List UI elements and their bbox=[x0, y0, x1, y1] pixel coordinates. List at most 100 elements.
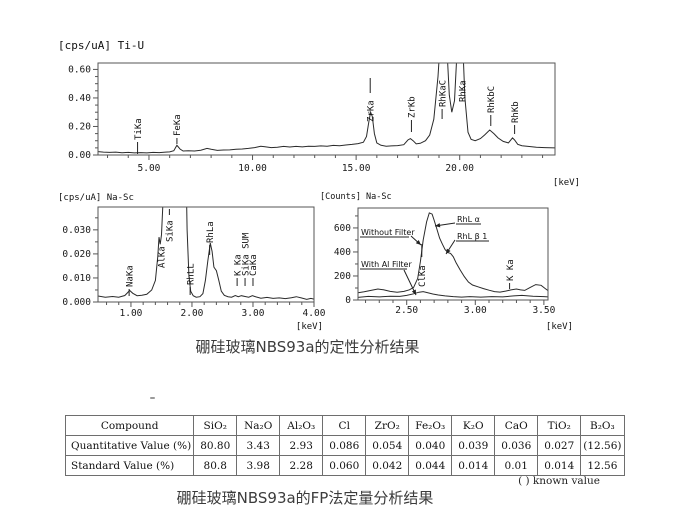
peak-annotation: FeKa bbox=[173, 114, 183, 144]
table-column-header: Na₂O bbox=[236, 415, 281, 436]
peak-annotation: RhLL bbox=[186, 263, 196, 295]
table-cell: 3.98 bbox=[236, 455, 281, 476]
svg-text:RhLL: RhLL bbox=[186, 263, 196, 285]
x-tick-label: 2.50 bbox=[395, 305, 418, 316]
table-cell: 0.01 bbox=[494, 455, 539, 476]
peak-annotation: Without Filter bbox=[360, 228, 422, 246]
curve-spectrum bbox=[98, 63, 555, 154]
chart-unit-label: [cps/uA] Na-Sc bbox=[58, 193, 134, 203]
curve-spectrum bbox=[98, 207, 314, 300]
kev-axis-label: [keV] bbox=[553, 178, 580, 188]
peak-annotation: RhKb bbox=[511, 101, 521, 134]
peak-annotation: CaKa bbox=[249, 254, 259, 286]
kev-axis-label: [keV] bbox=[296, 322, 323, 332]
plot-frame bbox=[97, 206, 315, 303]
y-tick-label: 0.20 bbox=[68, 121, 91, 132]
table-column-header: ZrO₂ bbox=[365, 415, 410, 436]
peak-annotation: NaKa bbox=[125, 265, 135, 296]
table-row: Standard Value (%) 80.8 3.98 2.28 0.060 0.042… bbox=[64, 455, 625, 476]
table-cell: 2.93 bbox=[279, 435, 324, 456]
svg-text:ClKa: ClKa bbox=[418, 265, 428, 287]
x-tick-label: 3.50 bbox=[532, 305, 555, 316]
peak-annotation: SiKa SUM bbox=[241, 232, 251, 286]
table-cell: 80.80 bbox=[193, 435, 238, 456]
svg-text:With Al Filter: With Al Filter bbox=[361, 260, 412, 269]
x-tick-label: 5.00 bbox=[138, 163, 161, 174]
stray-mark bbox=[150, 397, 155, 399]
table-column-header: Cl bbox=[322, 415, 367, 436]
peak-annotation: RhKbC bbox=[487, 86, 497, 126]
table-cell: 80.8 bbox=[193, 455, 238, 476]
table-cell: 2.28 bbox=[279, 455, 324, 476]
y-tick-label: 0.60 bbox=[68, 64, 91, 75]
plot-frame bbox=[97, 62, 556, 156]
svg-text:AlKa: AlKa bbox=[158, 246, 168, 268]
x-tick-label: 1.00 bbox=[120, 308, 143, 319]
peak-annotation: AlKa bbox=[158, 246, 168, 268]
x-tick-label: 2.00 bbox=[181, 308, 204, 319]
svg-text:TiKa: TiKa bbox=[134, 118, 144, 140]
table-column-header: SiO₂ bbox=[193, 415, 238, 436]
table-cell: 0.042 bbox=[365, 455, 410, 476]
svg-text:NaKa: NaKa bbox=[125, 265, 135, 287]
svg-text:RhL α: RhL α bbox=[457, 215, 480, 224]
svg-text:K Ka: K Ka bbox=[506, 259, 516, 281]
chart-qualitative-na-sc: 1.00 2.00 3.00 4.00 0.000 0.010 0.020 0.030 NaKa… bbox=[58, 193, 326, 332]
chart-survey-ti-u: 5.00 10.00 15.00 20.00 0.00 0.20 0.40 0.60 TiKa F… bbox=[58, 39, 580, 188]
table-column-header: Fe₂O₃ bbox=[408, 415, 453, 436]
table-cell: 0.027 bbox=[537, 435, 582, 456]
qualitative-caption: 硼硅玻璃NBS93a的定性分析结果 bbox=[195, 338, 420, 356]
quantitative-table: Compound SiO₂ Na₂O Al₂O₃ Cl ZrO₂ Fe₂O₃ K₂O CaO Ti… bbox=[64, 415, 625, 476]
x-tick-label: 15.00 bbox=[342, 163, 371, 174]
table-cell: 0.014 bbox=[537, 455, 582, 476]
y-tick-label: 400 bbox=[334, 247, 351, 258]
table-cell: 0.014 bbox=[451, 455, 496, 476]
table-cell: 3.43 bbox=[236, 435, 281, 456]
y-tick-label: 600 bbox=[334, 223, 351, 234]
svg-text:Without Filter: Without Filter bbox=[361, 228, 415, 237]
svg-text:ZrKa: ZrKa bbox=[366, 100, 376, 122]
x-tick-label: 20.00 bbox=[445, 163, 474, 174]
svg-text:FeKa: FeKa bbox=[173, 114, 183, 136]
chart-unit-label: [cps/uA] Ti-U bbox=[58, 39, 144, 52]
svg-text:RhKa: RhKa bbox=[458, 80, 468, 102]
x-tick-label: 3.00 bbox=[464, 305, 487, 316]
y-tick-label: 0.030 bbox=[62, 225, 91, 236]
table-cell: 0.039 bbox=[451, 435, 496, 456]
table-cell: 0.044 bbox=[408, 455, 453, 476]
table-column-header: CaO bbox=[494, 415, 539, 436]
peak-annotation: RhL α bbox=[434, 215, 481, 228]
x-tick-label: 10.00 bbox=[238, 163, 267, 174]
row-label: Quantitative Value (%) bbox=[64, 435, 195, 456]
svg-text:RhKb: RhKb bbox=[511, 101, 521, 123]
curve-with-al-filter bbox=[358, 291, 548, 298]
table-cell: 0.060 bbox=[322, 455, 367, 476]
y-tick-label: 0.40 bbox=[68, 93, 91, 104]
peak-annotation: RhKaC bbox=[438, 80, 448, 119]
peak-annotation: With Al Filter bbox=[360, 260, 417, 296]
svg-text:ZrKb: ZrKb bbox=[408, 96, 418, 118]
svg-text:RhL β 1: RhL β 1 bbox=[457, 232, 487, 241]
svg-text:RhKbC: RhKbC bbox=[487, 86, 497, 113]
svg-text:RhLa: RhLa bbox=[206, 221, 216, 243]
svg-text:SiKa: SiKa bbox=[166, 220, 176, 242]
y-tick-label: 0 bbox=[345, 295, 351, 306]
peak-annotation: RhKa bbox=[458, 80, 468, 102]
chart-filter-comparison: 2.50 3.00 3.50 0 200 400 600 Without Filter With… bbox=[320, 192, 573, 332]
y-tick-label: 200 bbox=[334, 271, 351, 282]
table-column-header: Al₂O₃ bbox=[279, 415, 324, 436]
row-label: Standard Value (%) bbox=[64, 455, 195, 476]
quantitative-caption: 硼硅玻璃NBS93a的FP法定量分析结果 bbox=[176, 489, 434, 507]
peak-annotation: TiKa bbox=[134, 118, 144, 154]
quantitative-table-wrap: Compound SiO₂ Na₂O Al₂O₃ Cl ZrO₂ Fe₂O₃ K₂O CaO Ti… bbox=[64, 415, 625, 476]
x-tick-label: 3.00 bbox=[242, 308, 265, 319]
table-cell: 0.036 bbox=[494, 435, 539, 456]
y-tick-label: 0.000 bbox=[62, 297, 91, 308]
table-column-header: TiO₂ bbox=[537, 415, 582, 436]
chart-unit-label: [Counts] Na-Sc bbox=[320, 192, 392, 202]
y-tick-label: 0.020 bbox=[62, 249, 91, 260]
peak-annotation: SiKa bbox=[166, 209, 176, 242]
peak-annotation: K Ka bbox=[233, 254, 243, 286]
svg-text:K Ka: K Ka bbox=[233, 254, 243, 276]
